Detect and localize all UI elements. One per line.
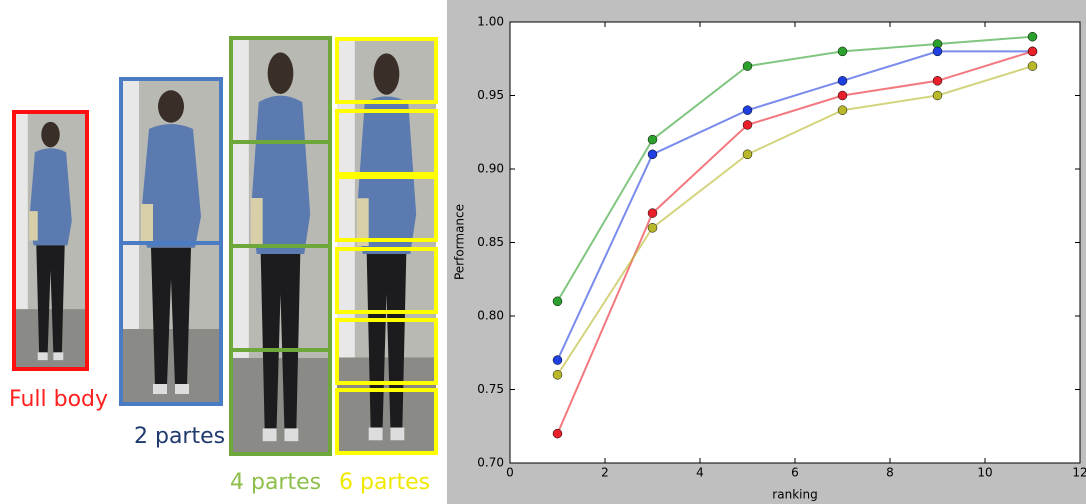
data-point [933, 47, 942, 56]
plot-area [510, 22, 1080, 463]
data-point [553, 429, 562, 438]
y-tick-label: 0.95 [477, 88, 504, 102]
x-tick-label: 4 [696, 466, 704, 480]
x-tick-label: 10 [977, 466, 992, 480]
y-tick-label: 0.90 [477, 162, 504, 176]
y-tick-label: 1.00 [477, 15, 504, 29]
x-tick-label: 12 [1072, 466, 1086, 480]
panel-label: 6 partes [339, 470, 430, 495]
page: {"chart_data": {"type": "line", "x": [1,… [0, 0, 1086, 504]
panel-label: Full body [9, 387, 108, 412]
y-tick-label: 0.75 [477, 382, 504, 396]
data-point [553, 356, 562, 365]
data-point [648, 135, 657, 144]
data-point [648, 209, 657, 218]
panel-label: 2 partes [134, 424, 225, 449]
data-point [743, 150, 752, 159]
x-tick-label: 8 [886, 466, 894, 480]
data-point [933, 76, 942, 85]
data-point [648, 150, 657, 159]
person-panels: Full body 2 partes 4 partes 6 partes [9, 38, 436, 495]
data-point [648, 223, 657, 232]
panel-label: 4 partes [230, 470, 321, 495]
data-point [838, 47, 847, 56]
y-tick-label: 0.70 [477, 456, 504, 470]
y-tick-label: 0.80 [477, 309, 504, 323]
data-point [1028, 32, 1037, 41]
data-point [933, 91, 942, 100]
x-tick-label: 6 [791, 466, 799, 480]
data-point [838, 91, 847, 100]
x-axis-label: ranking [772, 488, 817, 502]
figure: Full body 2 partes 4 partes 6 partes ran… [0, 0, 1086, 504]
x-tick-label: 2 [601, 466, 609, 480]
data-point [838, 106, 847, 115]
data-point [1028, 47, 1037, 56]
y-tick-label: 0.85 [477, 235, 504, 249]
data-point [553, 370, 562, 379]
data-point [743, 106, 752, 115]
data-point [743, 62, 752, 71]
person-image [15, 113, 86, 368]
data-point [1028, 62, 1037, 71]
data-point [553, 297, 562, 306]
x-tick-label: 0 [506, 466, 514, 480]
data-point [743, 120, 752, 129]
y-axis-label: Performance [453, 204, 467, 280]
data-point [838, 76, 847, 85]
